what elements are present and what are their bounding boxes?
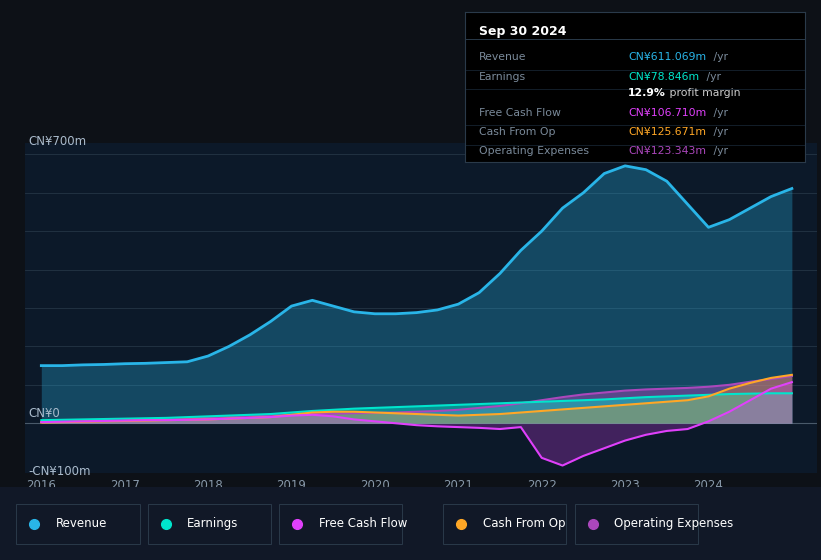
Text: CN¥106.710m: CN¥106.710m (628, 108, 706, 118)
Text: Free Cash Flow: Free Cash Flow (479, 108, 561, 118)
Text: /yr: /yr (710, 52, 728, 62)
Text: Cash From Op: Cash From Op (483, 517, 565, 530)
Text: Operating Expenses: Operating Expenses (479, 147, 589, 156)
Text: CN¥123.343m: CN¥123.343m (628, 147, 706, 156)
Text: CN¥0: CN¥0 (29, 407, 60, 420)
Text: 12.9%: 12.9% (628, 88, 666, 98)
Text: CN¥125.671m: CN¥125.671m (628, 127, 706, 137)
Text: Operating Expenses: Operating Expenses (614, 517, 733, 530)
Text: CN¥78.846m: CN¥78.846m (628, 72, 699, 82)
Text: /yr: /yr (703, 72, 721, 82)
Text: profit margin: profit margin (666, 88, 740, 98)
Text: CN¥700m: CN¥700m (29, 135, 87, 148)
Text: Revenue: Revenue (479, 52, 526, 62)
Text: CN¥611.069m: CN¥611.069m (628, 52, 706, 62)
Text: Sep 30 2024: Sep 30 2024 (479, 26, 566, 39)
Text: Earnings: Earnings (479, 72, 525, 82)
Text: Cash From Op: Cash From Op (479, 127, 555, 137)
Text: /yr: /yr (710, 127, 728, 137)
Text: Revenue: Revenue (56, 517, 108, 530)
Text: /yr: /yr (710, 147, 728, 156)
Text: Free Cash Flow: Free Cash Flow (319, 517, 407, 530)
Text: -CN¥100m: -CN¥100m (29, 465, 91, 478)
Text: Earnings: Earnings (187, 517, 239, 530)
Text: /yr: /yr (710, 108, 728, 118)
